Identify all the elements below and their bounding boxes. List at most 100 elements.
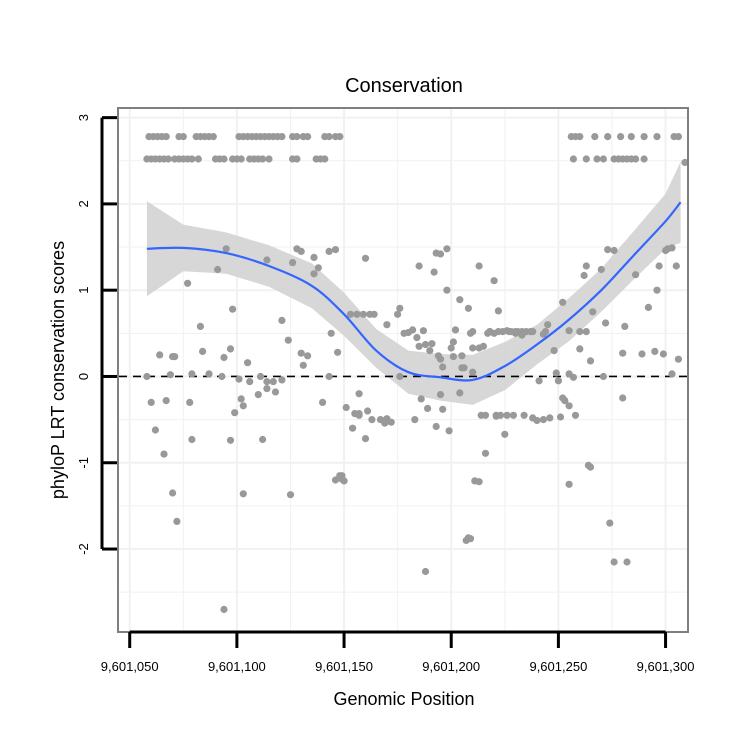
data-point xyxy=(188,435,196,444)
data-point xyxy=(541,328,550,336)
data-point xyxy=(436,355,445,363)
y-tick-label: -1 xyxy=(76,457,91,469)
data-point xyxy=(556,413,565,421)
data-point xyxy=(361,435,370,443)
data-point xyxy=(621,322,629,330)
data-point xyxy=(668,244,676,252)
data-point xyxy=(235,375,243,383)
data-point xyxy=(681,158,689,167)
data-point xyxy=(220,605,228,614)
data-point xyxy=(143,372,151,381)
data-point xyxy=(593,155,601,163)
data-point xyxy=(565,480,573,488)
data-point xyxy=(632,271,640,279)
x-tick-label: 9,601,050 xyxy=(101,659,159,674)
data-point xyxy=(396,372,404,381)
data-point xyxy=(237,395,245,403)
data-point xyxy=(655,262,663,270)
data-points xyxy=(143,133,689,614)
data-point xyxy=(353,310,361,318)
data-point xyxy=(349,424,357,432)
data-point xyxy=(451,326,460,334)
data-point xyxy=(286,491,295,499)
data-point xyxy=(501,430,509,438)
data-point xyxy=(576,328,584,336)
data-point xyxy=(584,461,593,469)
data-point xyxy=(565,402,573,410)
data-point xyxy=(244,359,252,367)
data-point xyxy=(606,519,614,527)
data-point xyxy=(526,328,535,336)
data-point xyxy=(494,307,502,315)
data-point xyxy=(196,322,204,330)
data-point xyxy=(368,416,376,424)
data-point xyxy=(571,411,580,419)
data-point xyxy=(394,310,402,318)
data-point xyxy=(632,155,640,163)
data-point xyxy=(304,352,312,360)
data-point xyxy=(226,436,235,444)
data-point xyxy=(481,411,490,419)
data-point xyxy=(552,369,560,377)
data-point xyxy=(640,133,648,141)
data-point xyxy=(355,390,363,398)
data-point xyxy=(426,347,434,355)
x-axis-title: Genomic Position xyxy=(333,689,474,709)
data-point xyxy=(582,328,590,336)
data-point xyxy=(602,319,610,327)
data-point xyxy=(284,336,292,344)
data-point xyxy=(518,331,526,339)
data-point xyxy=(475,478,483,486)
data-point xyxy=(239,402,247,410)
data-point xyxy=(263,378,271,386)
data-point xyxy=(591,133,599,141)
data-point xyxy=(619,394,627,402)
data-point xyxy=(640,155,648,163)
data-point xyxy=(599,372,608,381)
data-point xyxy=(184,279,192,287)
data-point xyxy=(147,398,155,406)
data-point xyxy=(319,398,327,406)
data-point xyxy=(209,133,217,141)
data-point xyxy=(387,418,395,426)
smooth-curve xyxy=(146,201,682,382)
x-axis: 9,601,050 9,601,100 9,601,150 9,601,200 9,60… xyxy=(101,630,694,674)
data-point xyxy=(475,262,483,270)
data-point xyxy=(162,397,170,405)
data-point xyxy=(254,391,262,399)
data-point xyxy=(199,347,207,355)
data-point xyxy=(220,353,228,362)
y-tick-label: 3 xyxy=(76,114,91,121)
confidence-band xyxy=(146,161,681,405)
data-point xyxy=(638,350,646,358)
data-point xyxy=(271,388,280,396)
data-point xyxy=(214,265,222,274)
data-point xyxy=(443,286,451,294)
data-point xyxy=(490,277,498,285)
data-point xyxy=(263,385,271,393)
data-point xyxy=(486,328,494,336)
data-point xyxy=(263,256,271,264)
data-point xyxy=(162,133,170,141)
y-axis: -2 -1 0 1 2 3 xyxy=(76,114,117,555)
data-point xyxy=(336,472,344,480)
data-point xyxy=(246,378,254,386)
data-point xyxy=(576,345,584,353)
data-point xyxy=(469,344,477,352)
data-point xyxy=(651,347,659,355)
data-point xyxy=(304,133,312,141)
data-point xyxy=(436,391,445,399)
data-point xyxy=(366,310,374,318)
data-point xyxy=(269,378,277,386)
data-point xyxy=(544,321,552,329)
data-point xyxy=(597,265,605,274)
data-point xyxy=(188,155,196,163)
data-point xyxy=(259,155,267,163)
data-point xyxy=(554,377,563,385)
smooth-line xyxy=(146,201,682,382)
x-tick-label: 9,601,150 xyxy=(315,659,373,674)
data-point xyxy=(220,155,228,163)
data-point xyxy=(589,308,597,316)
data-point xyxy=(582,262,590,270)
